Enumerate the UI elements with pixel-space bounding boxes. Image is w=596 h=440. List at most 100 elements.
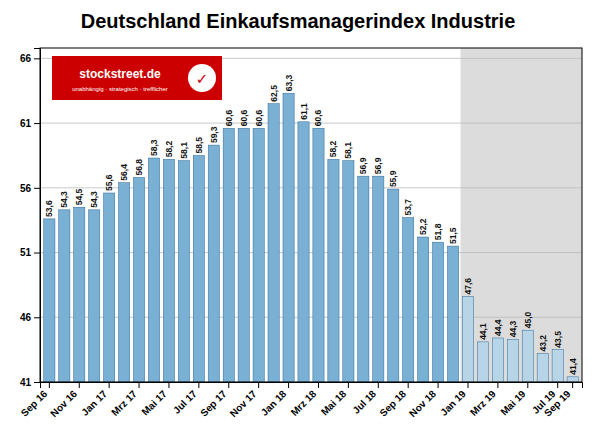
bar — [477, 342, 488, 382]
data-label: 60,6 — [239, 109, 249, 126]
bar — [298, 122, 309, 382]
bar — [328, 159, 339, 382]
bar — [193, 155, 204, 382]
data-label: 60,6 — [224, 109, 234, 126]
x-tick: Mai 18 — [319, 382, 349, 418]
x-tick: Jan 19 — [438, 382, 468, 418]
tick-label: Mrz 17 — [109, 388, 139, 418]
data-label: 44,4 — [493, 319, 503, 336]
bar — [163, 159, 174, 382]
data-labels: 53,654,354,554,355,656,456,858,358,258,1… — [44, 74, 577, 374]
annotation: ✓ — [196, 70, 209, 88]
tick-mark — [34, 188, 40, 189]
x-tick: Sep 19 — [542, 382, 573, 419]
tick-mark — [79, 382, 80, 388]
x-tick: Mrz 18 — [289, 382, 319, 418]
data-label: 58,3 — [149, 139, 159, 156]
x-tick: Nov 16 — [48, 382, 79, 419]
tick-label: Sep 17 — [198, 388, 229, 419]
tick-label: Mai 19 — [498, 388, 528, 418]
bar — [104, 193, 115, 382]
bar — [148, 158, 159, 382]
logo: stockstreet.deunabhängig · strategisch ·… — [52, 56, 222, 100]
y-tick: 61 — [20, 118, 40, 129]
logo-circle — [188, 64, 216, 92]
bar — [447, 246, 458, 382]
bar — [133, 177, 144, 382]
data-label: 56,9 — [373, 157, 383, 174]
logo-box — [52, 56, 222, 100]
bar — [388, 189, 399, 382]
tick-mark — [34, 58, 40, 59]
tick-mark — [139, 382, 140, 388]
tick-label: Jan 19 — [438, 388, 468, 418]
tick-label: Sep 18 — [377, 388, 408, 419]
data-label: 55,9 — [388, 170, 398, 187]
data-label: 43,5 — [553, 331, 563, 348]
chart: Deutschland Einkaufsmanagerindex Industr… — [0, 0, 596, 440]
tick-mark — [49, 382, 50, 388]
tick-label: Jan 18 — [259, 388, 289, 418]
y-tick: 66 — [20, 53, 40, 64]
x-axis: Sep 16Nov 16Jan 17Mrz 17Mai 17Jul 17Sep … — [19, 382, 583, 419]
x-tick: Jan 17 — [79, 382, 109, 418]
y-tick: 56 — [20, 183, 40, 194]
tick-label: 61 — [20, 118, 32, 129]
tick-mark — [34, 123, 40, 124]
data-label: 47,6 — [463, 278, 473, 295]
tick-label: Jan 17 — [79, 388, 109, 418]
data-label: 41,4 — [568, 358, 578, 375]
data-label: 52,2 — [418, 218, 428, 235]
tick-mark — [34, 382, 40, 383]
tick-mark — [497, 382, 498, 388]
bar — [507, 339, 518, 382]
tick-mark — [34, 317, 40, 318]
tick-label: 56 — [20, 183, 32, 194]
data-label: 58,2 — [328, 141, 338, 158]
tick-label: Mrz 18 — [289, 388, 319, 418]
tick-label: Mai 18 — [319, 388, 349, 418]
bar — [537, 354, 548, 382]
data-label: 55,6 — [104, 174, 114, 191]
data-label: 44,1 — [478, 323, 488, 340]
axis-line — [41, 383, 583, 389]
x-tick: Sep 18 — [377, 382, 408, 419]
tick-label: Nov 18 — [407, 388, 438, 419]
tick-label: Nov 17 — [228, 388, 259, 419]
x-tick: Jul 17 — [171, 382, 199, 416]
data-label: 61,1 — [299, 103, 309, 120]
bar — [552, 350, 563, 382]
tick-mark — [258, 382, 259, 388]
bar — [373, 176, 384, 382]
tick-mark — [348, 382, 349, 388]
data-label: 54,5 — [74, 188, 84, 205]
x-tick: Nov 18 — [407, 382, 438, 419]
annotation: stockstreet.de — [79, 67, 161, 81]
tick-label: Sep 19 — [542, 388, 573, 419]
bar — [343, 161, 354, 382]
grid-line — [40, 123, 582, 124]
data-label: 43,2 — [538, 335, 548, 352]
bar — [268, 104, 279, 382]
data-label: 53,7 — [403, 199, 413, 216]
data-label: 45,0 — [523, 311, 533, 328]
tick-mark — [109, 382, 110, 388]
data-label: 54,3 — [59, 191, 69, 208]
tick-label: 46 — [20, 312, 32, 323]
y-axis: 414651566166 — [20, 49, 41, 388]
data-label: 56,9 — [358, 157, 368, 174]
bar — [238, 128, 249, 382]
bar — [492, 338, 503, 382]
bar — [118, 183, 129, 382]
bar — [74, 207, 85, 382]
tick-mark — [378, 382, 379, 388]
tick-mark — [168, 382, 169, 388]
tick-mark — [198, 382, 199, 388]
bar — [313, 128, 324, 382]
bar — [44, 219, 55, 382]
x-tick: Mrz 17 — [109, 382, 139, 418]
data-label: 62,5 — [269, 85, 279, 102]
data-label: 51,5 — [448, 227, 458, 244]
data-label: 53,6 — [44, 200, 54, 217]
data-label: 56,4 — [119, 164, 129, 181]
